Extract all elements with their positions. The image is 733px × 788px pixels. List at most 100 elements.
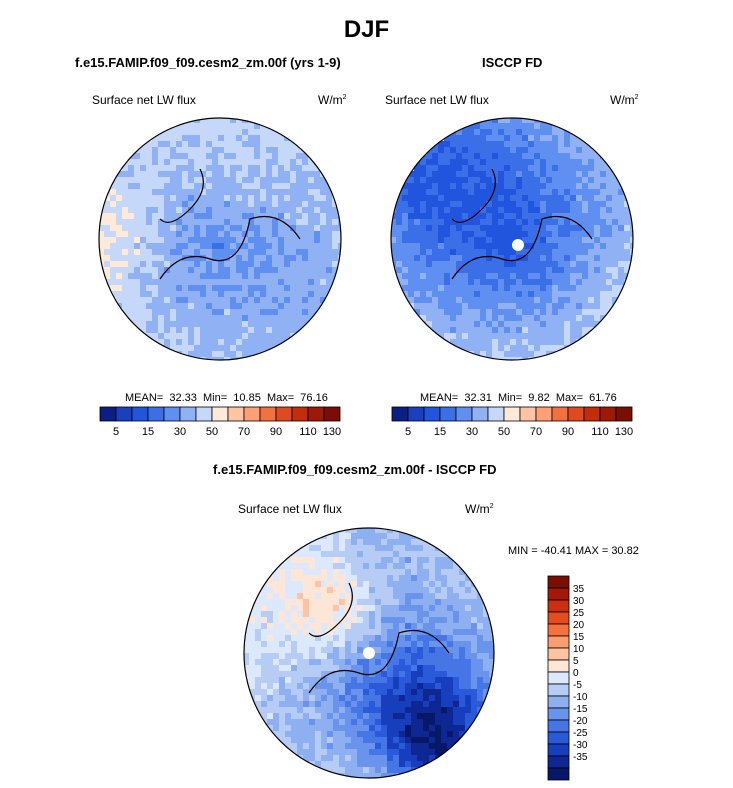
colorbar-tick-label: -5 <box>573 680 582 691</box>
colorbar-swatch <box>547 683 570 697</box>
right-panel-title: ISCCP FD <box>482 55 543 70</box>
colorbar-swatch <box>471 406 489 422</box>
left-variable-label: Surface net LW flux <box>92 93 196 107</box>
colorbar-swatch <box>599 406 617 422</box>
colorbar-tick-label: 5 <box>405 426 411 438</box>
left-polar-map <box>98 117 342 361</box>
colorbar-swatch <box>547 767 570 781</box>
colorbar-swatch <box>503 406 521 422</box>
map-boundary <box>390 117 634 361</box>
polar-missing-data <box>363 647 375 659</box>
diff-variable-label: Surface net LW flux <box>238 502 342 516</box>
left-panel-title: f.e15.FAMIP.f09_f09.cesm2_zm.00f (yrs 1-… <box>75 55 341 70</box>
colorbar-tick-label: 25 <box>573 608 585 619</box>
colorbar-swatch <box>195 406 213 422</box>
colorbar-swatch <box>487 406 505 422</box>
colorbar-tick-label: -10 <box>573 692 588 703</box>
coastline <box>159 168 301 280</box>
colorbar-swatch <box>131 406 149 422</box>
colorbar-tick-label: 30 <box>174 426 186 438</box>
colorbar-swatch <box>291 406 309 422</box>
colorbar-swatch <box>227 406 245 422</box>
colorbar-tick-label: 30 <box>466 426 478 438</box>
colorbar-swatch <box>547 599 570 613</box>
diff-panel-title: f.e15.FAMIP.f09_f09.cesm2_zm.00f - ISCCP… <box>213 462 497 477</box>
colorbar-tick-label: 15 <box>573 632 585 643</box>
colorbar-tick-label: 130 <box>615 426 633 438</box>
left-units-label: W/m2 <box>318 93 347 107</box>
colorbar-swatch <box>99 406 117 422</box>
colorbar-tick-label: 50 <box>206 426 218 438</box>
colorbar-swatch <box>547 707 570 721</box>
colorbar-swatch <box>147 406 165 422</box>
colorbar-tick-label: 5 <box>573 656 579 667</box>
colorbar-swatch <box>547 743 570 757</box>
colorbar-swatch <box>547 587 570 601</box>
diff-polar-map <box>243 527 495 779</box>
diff-units-label: W/m2 <box>465 502 494 516</box>
colorbar-tick-label: 30 <box>573 596 585 607</box>
colorbar-tick-label: 70 <box>238 426 250 438</box>
colorbar-tick-label: 50 <box>498 426 510 438</box>
colorbar-swatch <box>423 406 441 422</box>
colorbar-swatch <box>547 623 570 637</box>
colorbar-tick-label: 5 <box>113 426 119 438</box>
colorbar-swatch <box>547 611 570 625</box>
colorbar-swatch <box>519 406 537 422</box>
colorbar-swatch <box>259 406 277 422</box>
colorbar-swatch <box>547 575 570 589</box>
colorbar-swatch <box>323 406 341 422</box>
colorbar-tick-label: 10 <box>573 644 585 655</box>
figure-title: DJF <box>343 16 390 43</box>
colorbar-swatch <box>583 406 601 422</box>
colorbar-swatch <box>615 406 633 422</box>
coastline <box>451 168 593 280</box>
colorbar-swatch <box>547 647 570 661</box>
map-field <box>244 528 494 778</box>
colorbar-swatch <box>179 406 197 422</box>
colorbar-swatch <box>115 406 133 422</box>
right-polar-map <box>390 117 634 361</box>
colorbar-tick-label: 15 <box>142 426 154 438</box>
colorbar-swatch <box>243 406 261 422</box>
colorbar-swatch <box>439 406 457 422</box>
colorbar-tick-label: 15 <box>434 426 446 438</box>
colorbar-swatch <box>163 406 181 422</box>
colorbar-tick-label: -20 <box>573 716 588 727</box>
colorbar-tick-label: -35 <box>573 752 588 763</box>
colorbar-tick-label: 90 <box>270 426 282 438</box>
left-stats-line: MEAN= 32.33 Min= 10.85 Max= 76.16 <box>125 392 328 404</box>
colorbar-tick-label: 70 <box>530 426 542 438</box>
colorbar-swatch <box>407 406 425 422</box>
colorbar-tick-label: -15 <box>573 704 588 715</box>
colorbar-swatch <box>547 719 570 733</box>
right-stats-line: MEAN= 32.31 Min= 9.82 Max= 61.76 <box>420 392 617 404</box>
right-units-label: W/m2 <box>610 93 639 107</box>
colorbar-swatch <box>391 406 409 422</box>
colorbar-swatch <box>307 406 325 422</box>
colorbar-swatch <box>455 406 473 422</box>
map-field <box>391 118 633 360</box>
left-colorbar: 5 15 30 50 70 90 110 130 <box>99 406 341 438</box>
colorbar-tick-label: 20 <box>573 620 585 631</box>
colorbar-swatch <box>551 406 569 422</box>
polar-missing-data <box>512 239 524 251</box>
colorbar-swatch <box>547 659 570 673</box>
right-variable-label: Surface net LW flux <box>385 93 489 107</box>
colorbar-tick-label: 110 <box>299 426 317 438</box>
colorbar-tick-label: 130 <box>323 426 341 438</box>
colorbar-tick-label: 90 <box>562 426 574 438</box>
map-boundary <box>243 527 495 779</box>
colorbar-swatch <box>547 695 570 709</box>
colorbar-swatch <box>547 755 570 769</box>
colorbar-swatch <box>275 406 293 422</box>
coastline <box>308 582 450 694</box>
colorbar-tick-label: -30 <box>573 740 588 751</box>
colorbar-tick-label: 35 <box>573 584 585 595</box>
map-boundary <box>98 117 342 361</box>
colorbar-swatch <box>567 406 585 422</box>
colorbar-swatch <box>535 406 553 422</box>
colorbar-tick-label: 110 <box>591 426 609 438</box>
colorbar-swatch <box>547 731 570 745</box>
colorbar-swatch <box>547 671 570 685</box>
